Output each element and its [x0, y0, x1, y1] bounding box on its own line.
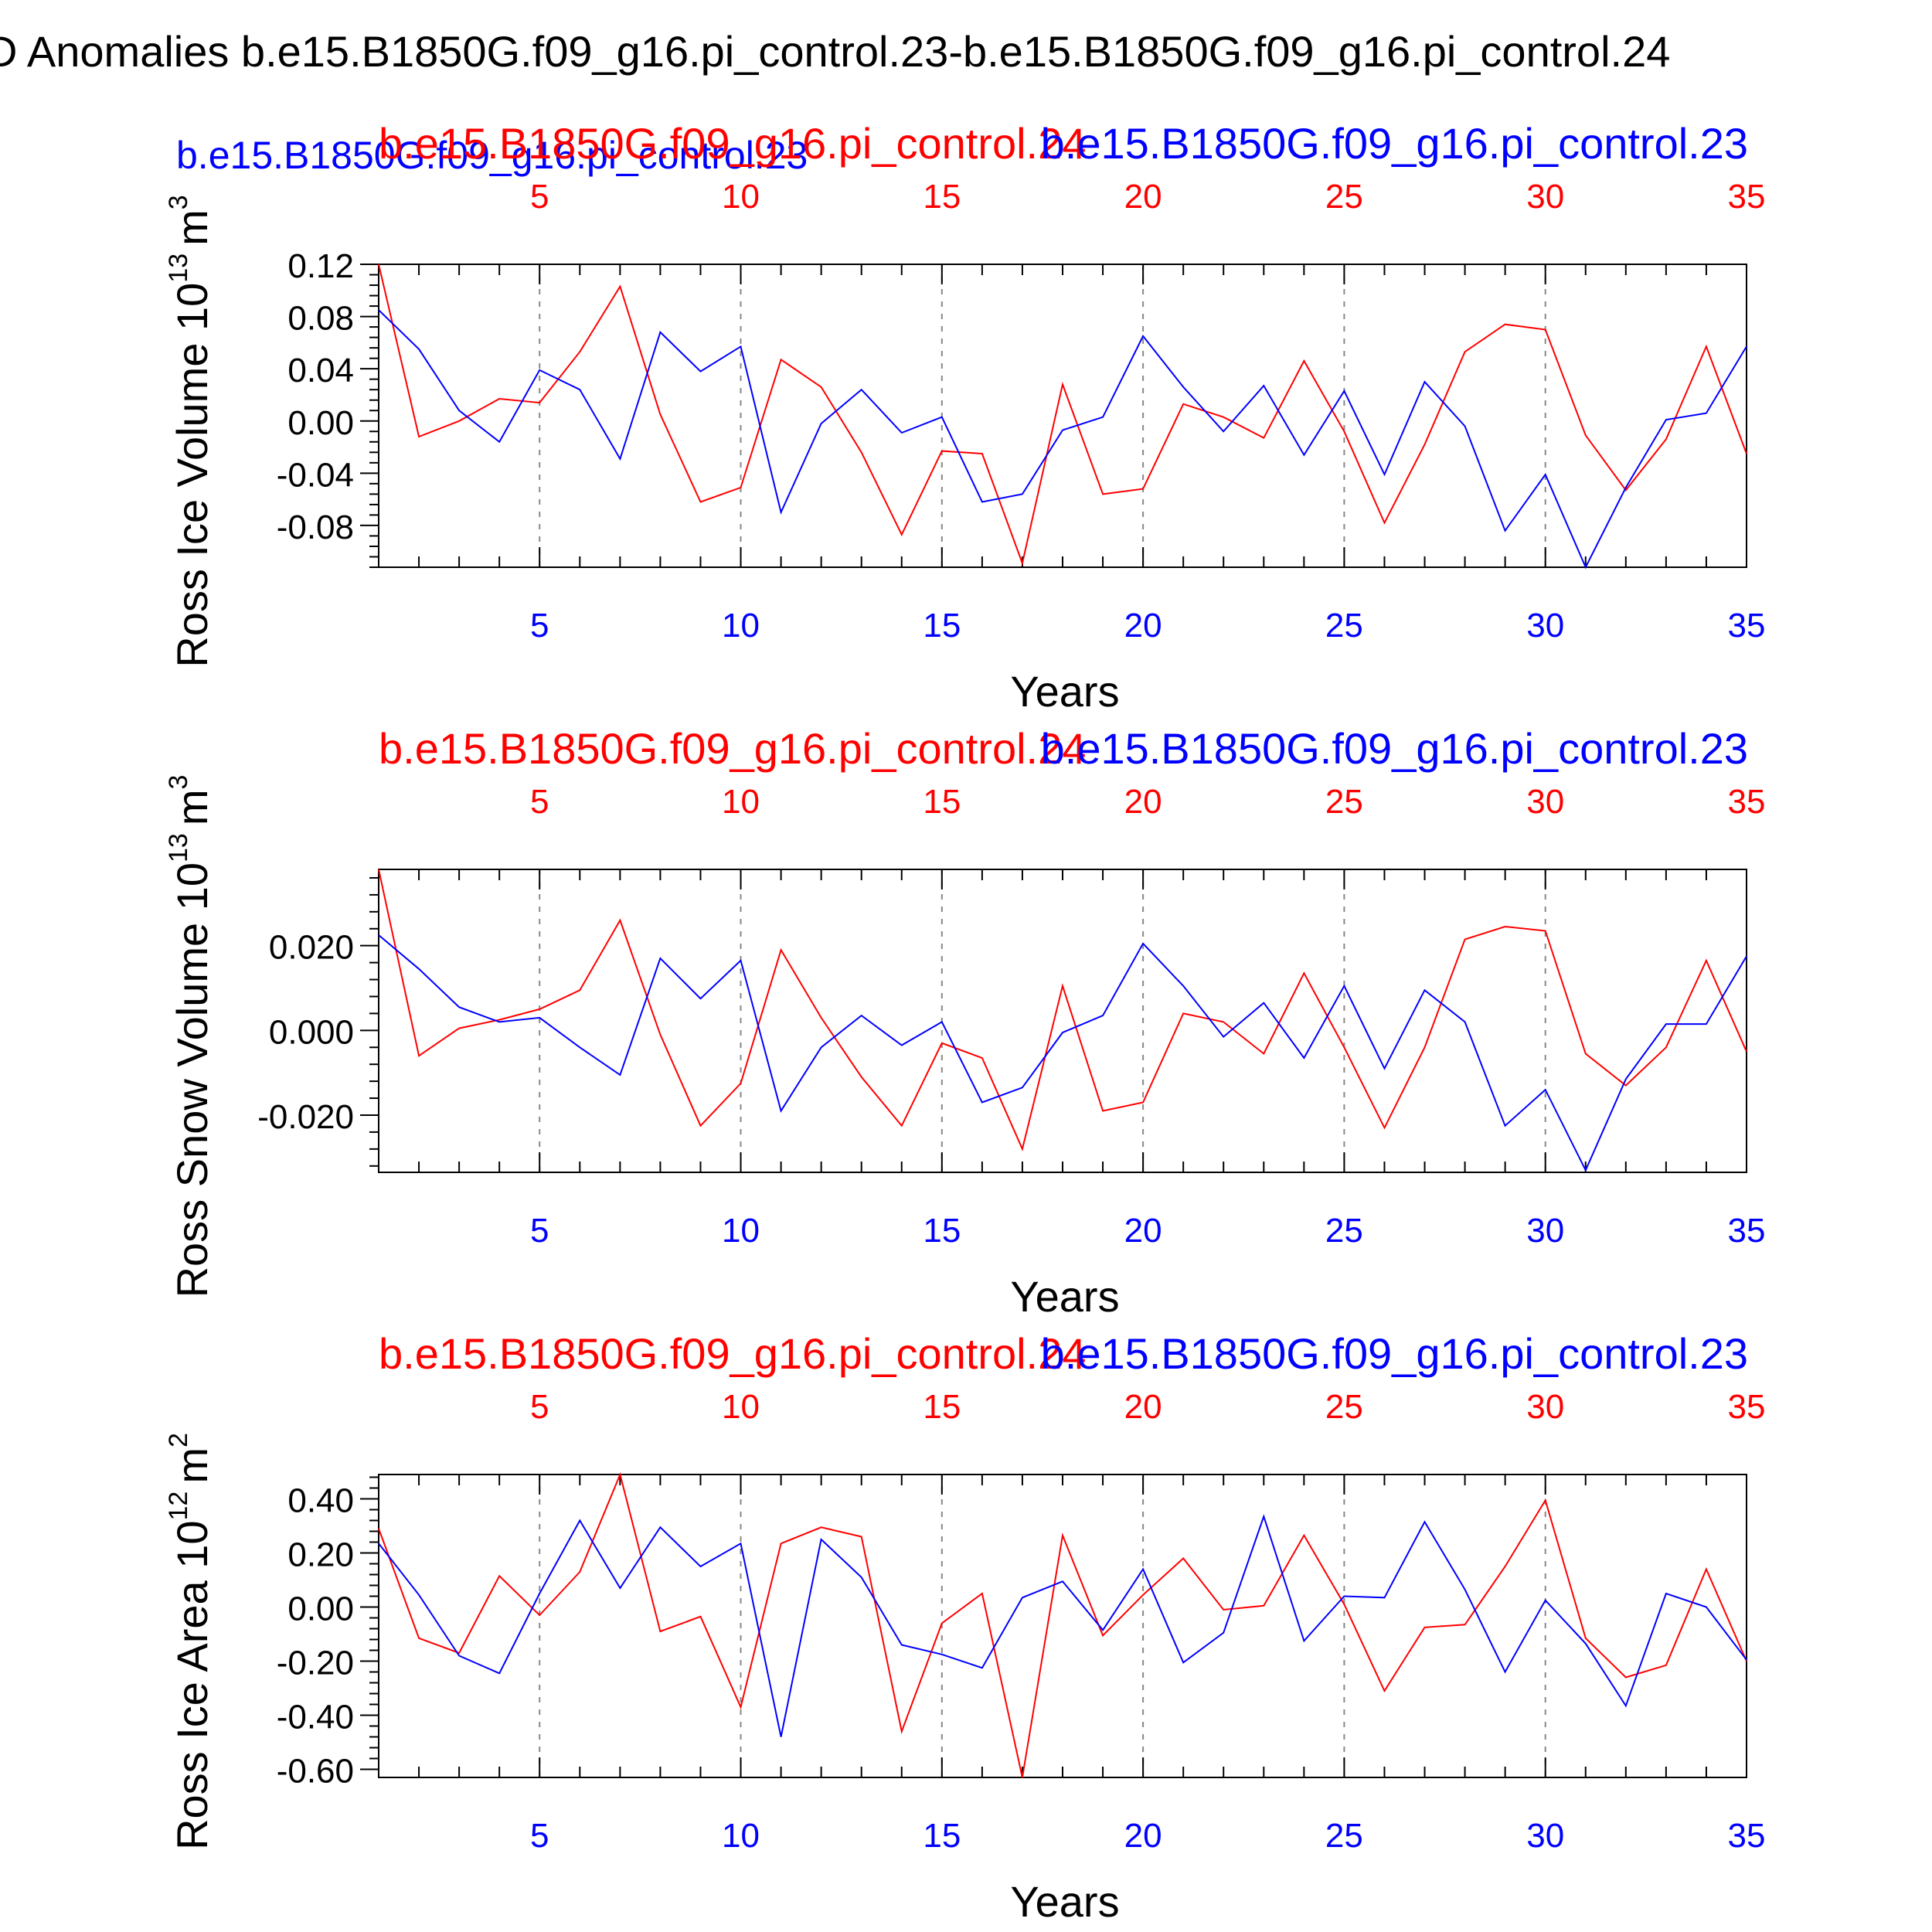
x-tick-label-bottom: 25: [1325, 1212, 1363, 1250]
x-tick-label-bottom: 30: [1526, 1212, 1564, 1250]
x-tick-label-bottom: 35: [1728, 1817, 1766, 1855]
x-tick-label-top: 35: [1728, 1388, 1766, 1426]
plot-frame: [378, 264, 1747, 568]
y-axis-title-unit: m: [168, 790, 216, 826]
series-line-blue: [378, 934, 1747, 1172]
y-axis-title-base: Ross Snow Volume 10: [168, 862, 216, 1298]
x-tick-label-top: 5: [530, 178, 549, 216]
y-tick-label: -0.04: [277, 456, 354, 494]
y-axis-title: Ross Snow Volume 1013 m3: [164, 775, 216, 1298]
x-tick-label-top: 25: [1325, 783, 1363, 821]
y-tick-label: -0.08: [277, 509, 354, 546]
series-line-blue: [378, 1514, 1747, 1737]
x-tick-label-bottom: 20: [1124, 1817, 1162, 1855]
x-tick-label-bottom: 5: [530, 1212, 549, 1250]
x-tick-label-top: 5: [530, 1388, 549, 1426]
x-tick-label-top: 30: [1526, 783, 1564, 821]
x-tick-label-top: 30: [1526, 178, 1564, 216]
x-axis-title: Years: [1010, 667, 1119, 716]
red-series-title: b.e15.B1850G.f09_g16.pi_control.24: [379, 1329, 1086, 1378]
x-tick-label-bottom: 35: [1728, 1212, 1766, 1250]
x-tick-label-bottom: 20: [1124, 607, 1162, 645]
x-tick-label-bottom: 5: [530, 607, 549, 645]
x-tick-label-bottom: 5: [530, 1817, 549, 1855]
series-line-red: [378, 1471, 1747, 1778]
red-series-title: b.e15.B1850G.f09_g16.pi_control.24: [379, 724, 1086, 773]
y-tick-label: 0.000: [269, 1013, 354, 1051]
y-tick-label: -0.020: [257, 1098, 354, 1136]
x-tick-label-bottom: 10: [722, 607, 760, 645]
y-axis-title-unit-exponent: 3: [164, 195, 193, 209]
y-tick-label: 0.00: [287, 1590, 354, 1628]
series-line-red: [378, 264, 1747, 566]
x-tick-label-top: 20: [1124, 1388, 1162, 1426]
x-tick-label-top: 35: [1728, 178, 1766, 216]
x-tick-label-top: 35: [1728, 783, 1766, 821]
y-tick-label: 0.04: [287, 352, 354, 389]
y-axis-title: Ross Ice Area 1012 m2: [164, 1433, 216, 1850]
y-tick-label: 0.020: [269, 929, 354, 967]
top-stray-blue-label: b.e15.B1850G.f09_g16.pi_control.23: [176, 134, 808, 177]
y-tick-label: 0.00: [287, 404, 354, 442]
x-tick-label-bottom: 15: [923, 1212, 961, 1250]
y-tick-label: 0.40: [287, 1482, 354, 1520]
y-axis-title-base: Ross Ice Area 10: [168, 1520, 216, 1849]
x-tick-label-bottom: 25: [1325, 607, 1363, 645]
y-tick-label: -0.40: [277, 1699, 354, 1736]
x-tick-label-bottom: 20: [1124, 1212, 1162, 1250]
x-tick-label-top: 10: [722, 783, 760, 821]
x-tick-label-bottom: 15: [923, 1817, 961, 1855]
x-axis-title: Years: [1010, 1877, 1119, 1926]
red-series-title: b.e15.B1850G.f09_g16.pi_control.24: [379, 119, 1086, 168]
blue-series-title: b.e15.B1850G.f09_g16.pi_control.23: [1041, 724, 1748, 773]
y-tick-label: -0.60: [277, 1753, 354, 1791]
x-tick-label-top: 20: [1124, 178, 1162, 216]
series-line-blue: [378, 309, 1747, 570]
blue-series-title: b.e15.B1850G.f09_g16.pi_control.23: [1041, 1329, 1748, 1378]
x-tick-label-top: 20: [1124, 783, 1162, 821]
x-tick-label-bottom: 10: [722, 1212, 760, 1250]
y-axis-title-unit: m: [168, 209, 216, 246]
y-tick-label: 0.20: [287, 1536, 354, 1574]
x-tick-label-top: 30: [1526, 1388, 1564, 1426]
y-tick-label: 0.12: [287, 247, 354, 285]
main-title: D Anomalies b.e15.B1850G.f09_g16.pi_cont…: [0, 27, 1670, 76]
x-tick-label-top: 15: [923, 1388, 961, 1426]
x-axis-title: Years: [1010, 1272, 1119, 1321]
chart-panel-2: 0.020 0.000 -0.020 5 5 10 10 15 15 20 20 25 25 30 30 35…: [164, 724, 1765, 1321]
y-axis-title: Ross Ice Volume 1013 m3: [164, 195, 216, 667]
y-axis-title-unit-exponent: 2: [164, 1433, 193, 1447]
series-line-red: [378, 869, 1747, 1151]
x-tick-label-bottom: 10: [722, 1817, 760, 1855]
plot-frame: [378, 869, 1747, 1173]
x-tick-label-top: 10: [722, 1388, 760, 1426]
x-tick-label-bottom: 15: [923, 607, 961, 645]
x-tick-label-top: 25: [1325, 1388, 1363, 1426]
blue-series-title: b.e15.B1850G.f09_g16.pi_control.23: [1041, 119, 1748, 168]
x-tick-label-bottom: 30: [1526, 1817, 1564, 1855]
chart-panel-3: 0.40 0.20 0.00 -0.20 -0.40 -0.60 5 5 10 10 15 15 20 2…: [164, 1329, 1765, 1926]
x-tick-label-top: 15: [923, 178, 961, 216]
chart-panel-1: 0.12 0.08 0.04 0.00 -0.04 -0.08 5 5 10 10 15 15 20 20…: [164, 119, 1765, 716]
x-tick-label-bottom: 25: [1325, 1817, 1363, 1855]
y-axis-title-unit-exponent: 3: [164, 775, 193, 790]
y-tick-label: -0.20: [277, 1645, 354, 1682]
y-axis-title-exponent: 13: [164, 833, 193, 862]
x-tick-label-top: 15: [923, 783, 961, 821]
chart-panels: 0.120.080.040.00-0.04-0.0855101015152020…: [164, 119, 1765, 1926]
y-axis-title-exponent: 12: [164, 1492, 193, 1521]
x-tick-label-top: 5: [530, 783, 549, 821]
y-axis-title-unit: m: [168, 1447, 216, 1484]
plot-frame: [378, 1474, 1747, 1778]
y-tick-label: 0.08: [287, 300, 354, 338]
x-tick-label-bottom: 30: [1526, 607, 1564, 645]
y-axis-title-base: Ross Ice Volume 10: [168, 283, 216, 668]
x-tick-label-top: 25: [1325, 178, 1363, 216]
x-tick-label-bottom: 35: [1728, 607, 1766, 645]
x-tick-label-top: 10: [722, 178, 760, 216]
y-axis-title-exponent: 13: [164, 253, 193, 283]
